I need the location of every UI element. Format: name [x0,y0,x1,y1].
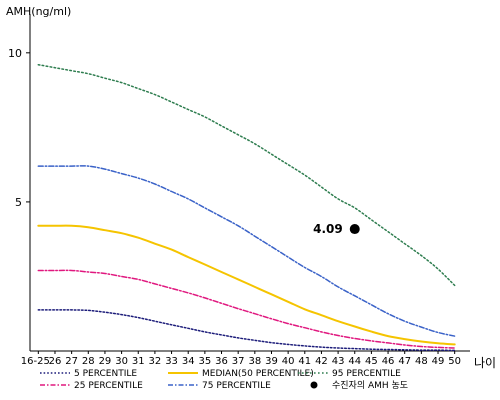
series-line-95-percentile [37,63,456,287]
patient-amh-value-label: 4.09 [313,222,343,236]
x-tick-label: 43 [332,356,345,367]
series-layer [37,63,456,352]
x-axis-label: 나이 [474,356,496,370]
x-tick-label: 45 [365,356,378,367]
patient-amh-point [349,224,360,235]
x-tick-label: 40 [282,356,295,367]
x-tick-label: 36 [215,356,228,367]
x-tick-label: 16-25 [21,356,50,367]
x-tick-label: 41 [298,356,311,367]
x-tick-label: 29 [99,356,112,367]
y-tick-label: 5 [15,196,22,209]
x-tick-label: 32 [149,356,162,367]
x-tick-label: 35 [198,356,211,367]
legend-label: 25 PERCENTILE [74,381,143,391]
series-line-median-50-percentile [37,224,456,346]
legend-label: 5 PERCENTILE [74,369,137,379]
series-line-25-percentile [37,269,456,349]
y-axis-label: AMH(ng/ml) [6,5,71,18]
patient-annotation: 4.09 [313,222,360,236]
y-tick-label: 10 [8,47,22,60]
x-tick-label: 34 [182,356,195,367]
x-tick-label: 37 [232,356,245,367]
x-tick-label: 31 [132,356,145,367]
x-tick-label: 46 [382,356,395,367]
x-tick-label: 47 [398,356,411,367]
x-tick-label: 33 [165,356,178,367]
legend-label: 수진자의 AMH 농도 [332,380,408,391]
x-tick-label: 42 [315,356,328,367]
legend-label: MEDIAN(50 PERCENTILE) [202,369,314,379]
x-tick-label: 48 [415,356,428,367]
series-line-75-percentile [37,165,456,337]
x-tick-label: 39 [265,356,278,367]
x-tick-label: 27 [65,356,78,367]
y-ticks: 5 10 [8,47,30,209]
x-tick-label: 38 [248,356,261,367]
x-tick-label: 49 [432,356,445,367]
x-tick-label: 28 [82,356,95,367]
y-axis: AMH(ng/ml) 5 10 [6,5,71,351]
legend-label: 95 PERCENTILE [332,369,401,379]
legend-marker [310,381,318,389]
legend-label: 75 PERCENTILE [202,381,271,391]
x-tick-label: 44 [348,356,361,367]
x-tick-label: 50 [448,356,461,367]
x-tick-label: 30 [115,356,128,367]
x-tick-label: 26 [49,356,62,367]
series-line-5-percentile [37,309,456,352]
legend: 5 PERCENTILE 25 PERCENTILE MEDIAN(50 PERCE… [40,369,408,391]
